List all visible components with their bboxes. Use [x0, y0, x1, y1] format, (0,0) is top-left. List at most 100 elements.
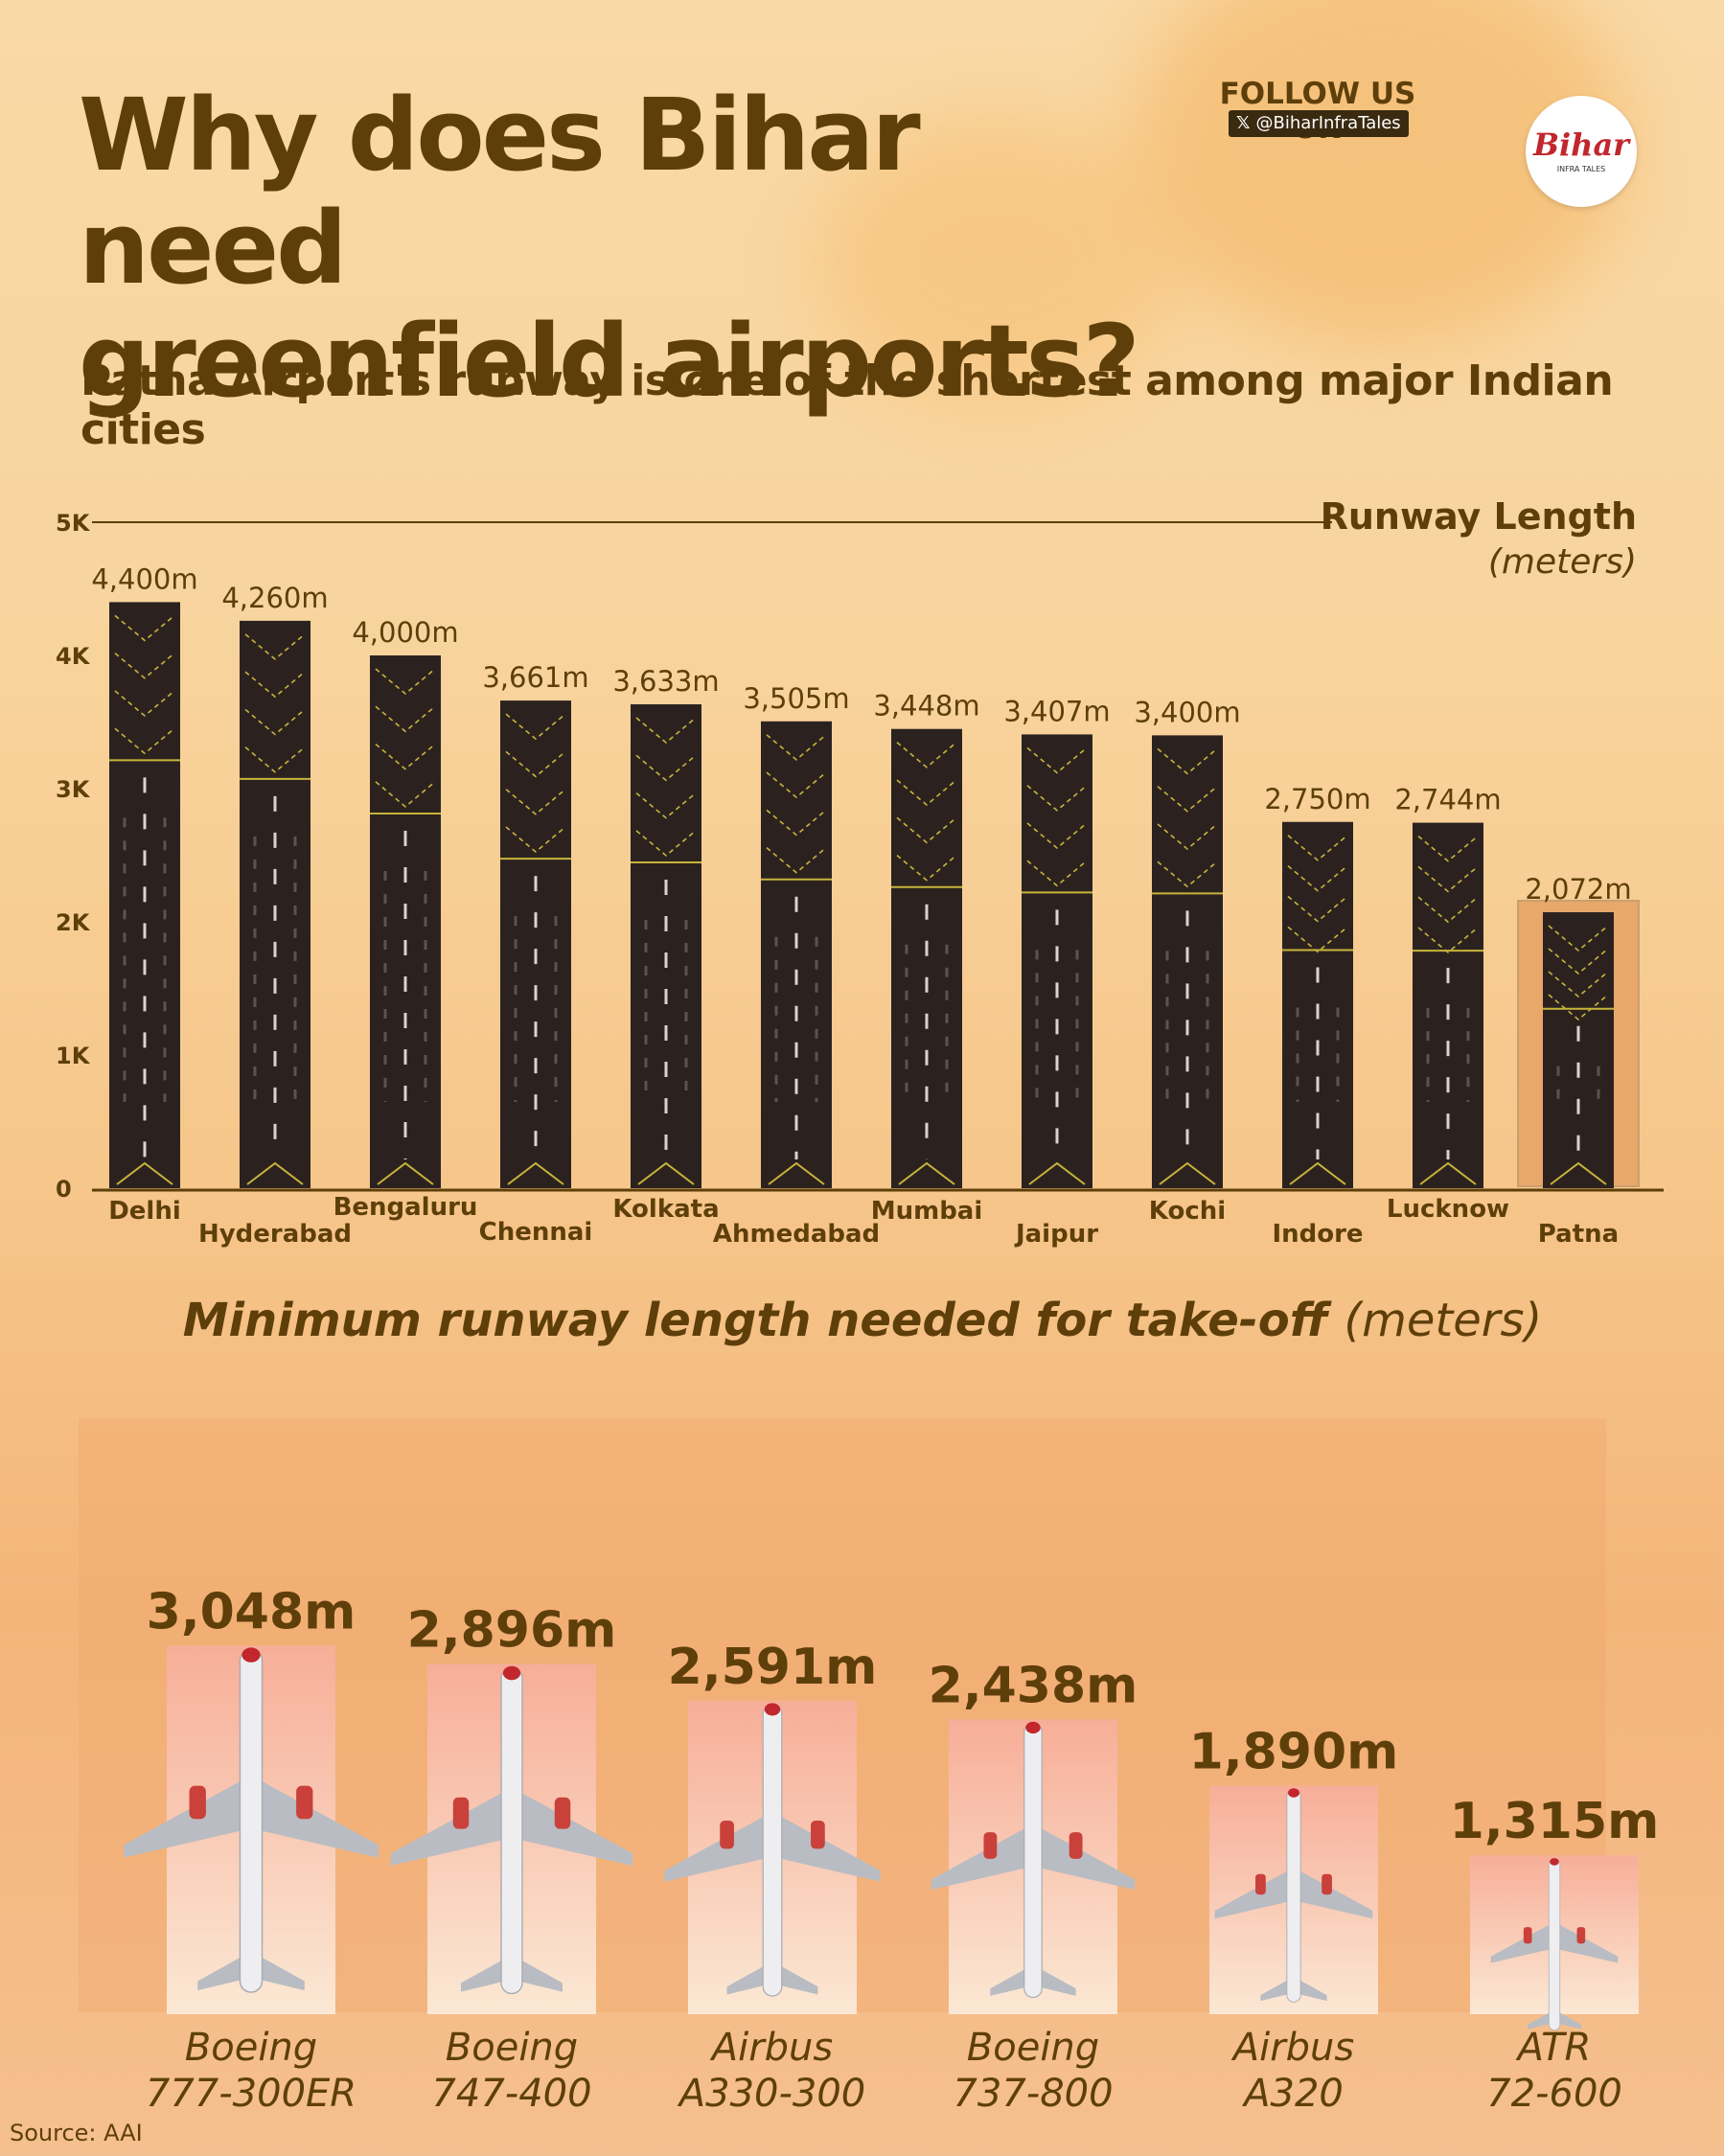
chevron-marking [766, 734, 827, 761]
end-arrow-marking [1419, 1161, 1477, 1185]
runway-bar [500, 700, 571, 1188]
end-arrow-marking [1289, 1161, 1346, 1185]
aircraft-bar-group [1470, 1855, 1639, 2030]
bar-value-label: 1,890m [1189, 1723, 1399, 1780]
airplane-icon [1490, 1858, 1619, 2030]
chevron-marking [505, 713, 566, 741]
end-arrow-marking [116, 1161, 173, 1185]
category-label-line1: Boeing [967, 2026, 1099, 2070]
chevron-marking [114, 727, 175, 755]
chevron-marking [114, 690, 175, 718]
runway-bar-group [370, 655, 441, 1188]
chevron-marking [1417, 896, 1479, 924]
bar-value-label: 3,661m [482, 661, 588, 694]
social-handle[interactable]: 𝕏 @BiharInfraTales [1229, 110, 1409, 137]
end-arrow-marking [898, 1161, 955, 1185]
runway-bar-group [109, 602, 180, 1188]
chart-title: Minimum runway length needed for take-of… [183, 1294, 1542, 1347]
category-label: Bengaluru [333, 1193, 478, 1222]
runway-bar-group [500, 700, 571, 1188]
chevron-marking [635, 754, 697, 782]
chevron-marking [244, 708, 306, 736]
chevron-marking [1026, 822, 1088, 850]
y-tick-label: 1K [56, 1043, 91, 1069]
y-tick-label: 3K [56, 776, 91, 803]
chevron-marking [244, 633, 306, 660]
category-label-line1: Airbus [709, 2026, 834, 2070]
chevron-marking [1287, 835, 1348, 861]
runway-bar-group [1517, 899, 1640, 1188]
bar-value-label: 4,000m [352, 616, 458, 649]
chevron-marking [1417, 865, 1479, 893]
chevron-marking [1417, 835, 1479, 862]
chevron-marking [1548, 971, 1609, 998]
category-label-line1: Airbus [1230, 2026, 1355, 2070]
chevron-marking [114, 614, 175, 642]
airplane-icon [390, 1665, 633, 1995]
category-label-line1: ATR [1515, 2026, 1592, 2070]
chevron-marking [114, 653, 175, 679]
category-label: Ahmedabad [713, 1220, 880, 1249]
runway-bar [240, 620, 310, 1188]
runway-length-chart: 0 1K 2K 3K 4K 5K Runway Length(meters) 4,400m De… [56, 495, 1664, 1249]
runway-bar-group [1022, 734, 1092, 1188]
chevron-marking [375, 781, 436, 808]
end-arrow-marking [377, 1161, 434, 1185]
end-arrow-marking [768, 1161, 825, 1185]
runway-bar-group [1413, 822, 1483, 1188]
runway-bar-group [1282, 821, 1353, 1188]
chevron-marking [505, 750, 566, 778]
bar-value-label: 2,896m [407, 1602, 617, 1660]
end-arrow-marking [1159, 1161, 1216, 1185]
y-tick-label: 5K [56, 510, 91, 537]
airplane-icon [1214, 1788, 1373, 2003]
brand-logo: Bihar INFRA TALES [1526, 96, 1637, 207]
chevron-marking [244, 746, 306, 773]
bar-value-label: 3,633m [612, 665, 719, 698]
bar-value-label: 2,744m [1394, 784, 1501, 816]
runway-bar [631, 704, 701, 1188]
chevron-marking [896, 854, 957, 882]
x-icon: 𝕏 [1236, 113, 1251, 133]
end-arrow-marking [507, 1161, 564, 1185]
category-label-line2: 72-600 [1486, 2072, 1622, 2116]
title-line-1: Why does Bihar need [79, 77, 921, 307]
end-arrow-marking [1550, 1161, 1607, 1185]
chevron-marking [1548, 925, 1609, 952]
chevron-marking [1157, 823, 1218, 851]
runway-bar [370, 655, 441, 1188]
y-tick-label: 4K [56, 643, 91, 670]
source-note: Source: AAI [10, 2120, 143, 2146]
runway-bar [761, 721, 832, 1188]
runway-bar-group [240, 620, 310, 1188]
runway-bar-group [631, 704, 701, 1188]
category-label: Jaipur [1014, 1220, 1098, 1249]
category-label: Kolkata [612, 1195, 719, 1224]
chevron-marking [1157, 747, 1218, 775]
aircraft-bar-group [1209, 1785, 1378, 2014]
category-label-line2: 777-300ER [146, 2072, 356, 2116]
chevron-marking [505, 826, 566, 854]
category-label-line2: 747-400 [431, 2072, 591, 2116]
chevron-marking [1548, 994, 1609, 1021]
chevron-marking [244, 671, 306, 699]
chevron-marking [766, 771, 827, 799]
chevron-marking [505, 789, 566, 815]
end-arrow-marking [246, 1161, 304, 1185]
logo-text: Bihar [1532, 126, 1630, 163]
category-label-line2: A320 [1241, 2072, 1344, 2116]
aircraft-bar-group [664, 1701, 881, 2014]
bar-value-label: 4,260m [221, 582, 328, 614]
y-axis-unit: (meters) [1488, 542, 1637, 582]
page-title: Why does Bihar need greenfield airports? [79, 79, 1181, 418]
runway-bar-group [1152, 735, 1223, 1188]
category-label: Indore [1272, 1220, 1363, 1249]
category-label-line1: Boeing [446, 2026, 578, 2070]
bar-value-label: 3,505m [743, 682, 849, 715]
category-label-line1: Boeing [185, 2026, 317, 2070]
airplane-icon [124, 1647, 379, 1993]
chevron-marking [635, 830, 697, 857]
chart-subtitle: Patna Airport's runway is one of the sho… [80, 356, 1614, 454]
runway-bar [891, 728, 962, 1188]
y-tick-label: 0 [56, 1176, 72, 1203]
